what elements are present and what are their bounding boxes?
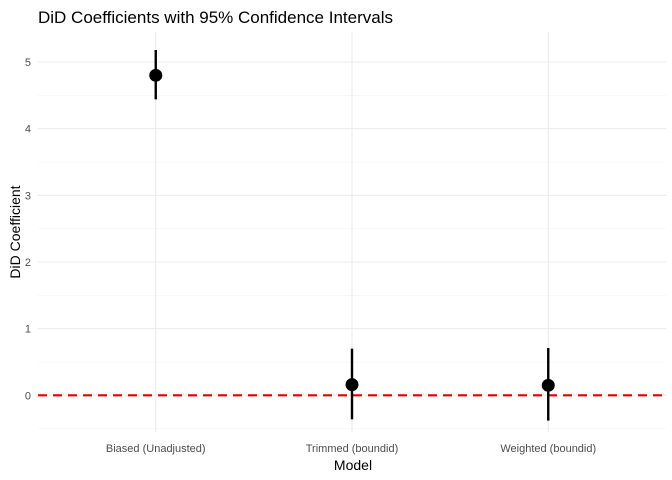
estimate-point bbox=[149, 68, 163, 82]
x-tick-label: Biased (Unadjusted) bbox=[106, 443, 206, 455]
y-tick-label: 4 bbox=[25, 124, 31, 136]
y-tick-label: 3 bbox=[25, 190, 31, 202]
y-tick-label: 2 bbox=[25, 257, 31, 269]
x-axis-ticks: Biased (Unadjusted) Trimmed (boundid) Weig… bbox=[106, 443, 596, 455]
marks-layer bbox=[149, 50, 555, 421]
y-axis-ticks: 0 1 2 3 4 5 bbox=[25, 57, 31, 402]
x-tick-label: Trimmed (boundid) bbox=[306, 443, 399, 455]
chart-title: DiD Coefficients with 95% Confidence Int… bbox=[38, 8, 393, 27]
estimate-point bbox=[345, 378, 359, 392]
y-axis-title: DiD Coefficient bbox=[7, 185, 23, 278]
x-tick-label: Weighted (boundid) bbox=[500, 443, 596, 455]
y-tick-label: 0 bbox=[25, 390, 31, 402]
estimate-point bbox=[541, 378, 555, 392]
x-axis-title: Model bbox=[334, 457, 372, 473]
y-tick-label: 5 bbox=[25, 57, 31, 69]
y-tick-label: 1 bbox=[25, 324, 31, 336]
